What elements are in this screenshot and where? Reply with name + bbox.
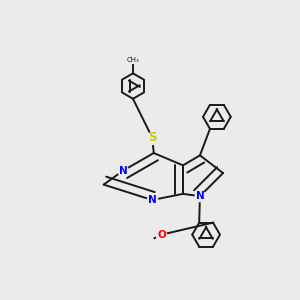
Text: N: N [196, 191, 204, 201]
Text: N: N [118, 166, 127, 176]
Text: CH₃: CH₃ [127, 57, 139, 63]
Text: O: O [157, 230, 166, 240]
Text: N: N [148, 195, 157, 205]
Text: S: S [148, 131, 157, 144]
